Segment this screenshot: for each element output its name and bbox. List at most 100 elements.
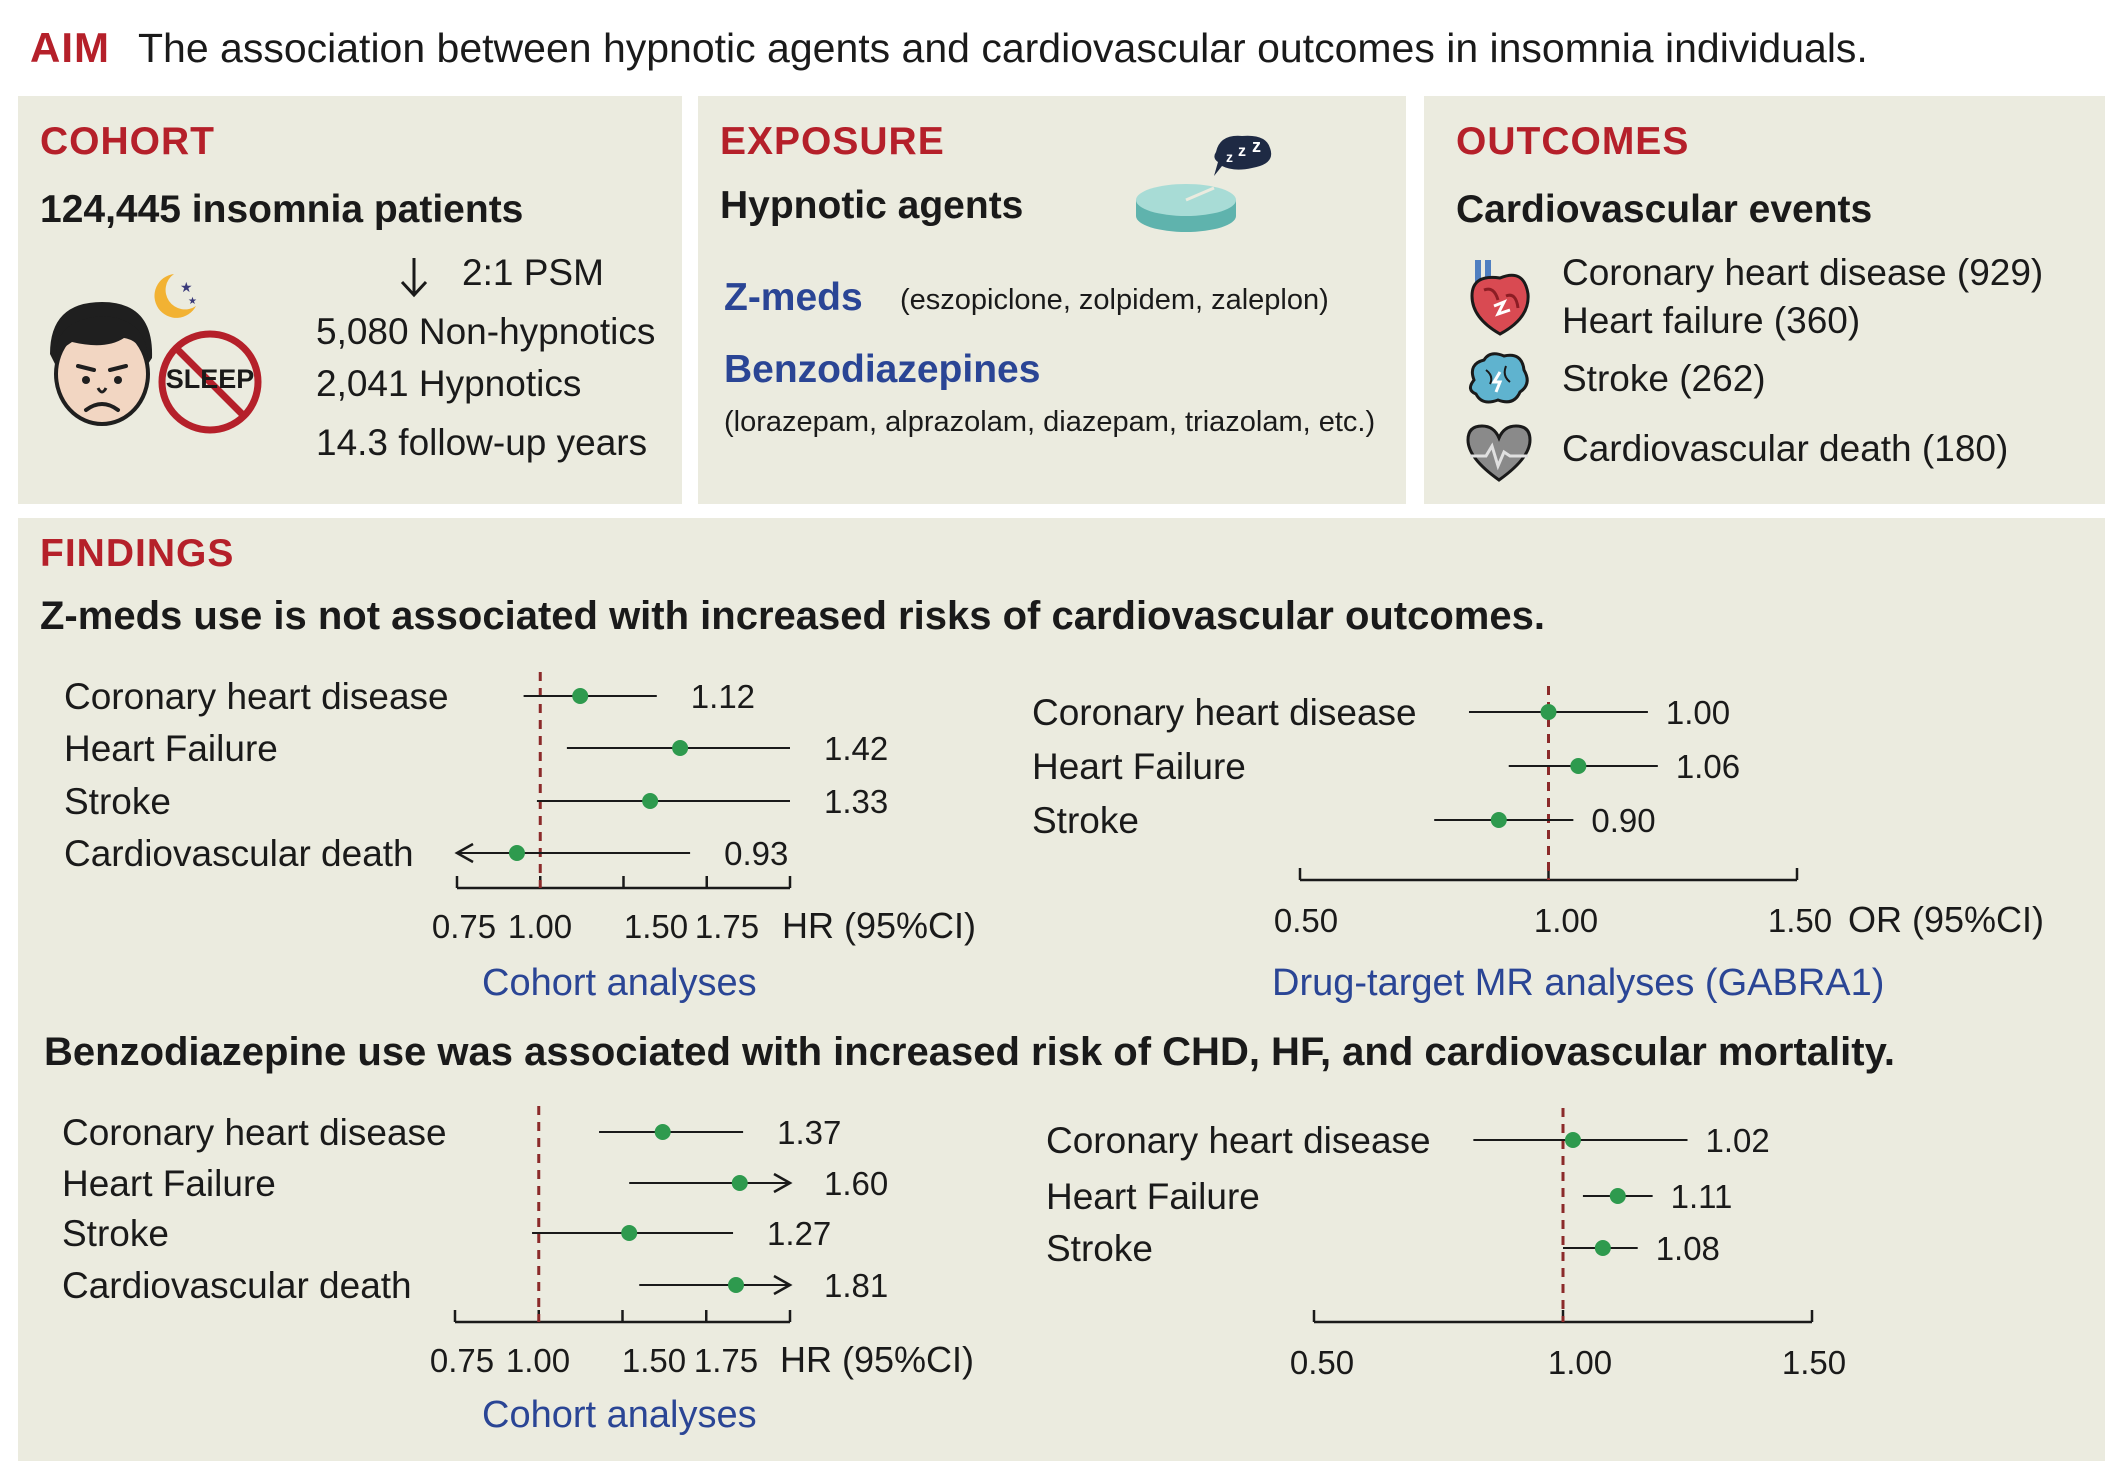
caption-zmeds-cohort: Cohort analyses (482, 962, 757, 1004)
follow-up-text: 14.3 follow-up years (316, 422, 648, 463)
zmeds-mr-tick-label-1: 1.00 (1534, 902, 1598, 939)
benzo-label: Benzodiazepines (724, 348, 1041, 391)
outcomes-panel: OUTCOMES Cardiovascular events Coronary … (1424, 96, 2105, 504)
zmeds-mr-tick-label-0: 0.50 (1274, 902, 1338, 939)
zmeds-cohort-row-label-0: Coronary heart disease (64, 676, 449, 717)
non-hypnotics-text: 5,080 Non-hypnotics (316, 311, 656, 352)
benzo-mr-row-label-0: Coronary heart disease (1046, 1120, 1431, 1161)
zmeds-mr-point-2 (1490, 812, 1507, 828)
benzo-cohort-point-2 (621, 1225, 638, 1241)
svg-text:z: z (1238, 143, 1246, 160)
arrow-down-icon (400, 258, 428, 298)
caption-benzo-cohort: Cohort analyses (482, 1394, 757, 1436)
zmeds-mr-x-label: OR (95%CI) (1848, 899, 2044, 940)
no-sleep-sign: SLEEP (156, 328, 264, 436)
zmeds-mr-value-label-2: 0.90 (1591, 802, 1655, 839)
zmeds-cohort-row-label-3: Cardiovascular death (64, 833, 414, 874)
benzo-mr-point-2 (1594, 1240, 1611, 1256)
benzo-mr-point-0 (1564, 1132, 1581, 1148)
benzo-cohort-point-0 (654, 1124, 671, 1140)
aim-text: The association between hypnotic agents … (138, 24, 1868, 71)
zmeds-mr-value-label-0: 1.00 (1666, 694, 1730, 731)
outcome-item-stroke: Stroke (262) (1562, 358, 1766, 399)
benzo-mr-tick-label-1: 1.00 (1548, 1344, 1612, 1381)
sleep-sign-text: SLEEP (165, 364, 255, 394)
benzo-mr-tick-label-2: 1.50 (1782, 1344, 1846, 1381)
svg-text:★: ★ (188, 296, 197, 307)
cohort-subtitle: 124,445 insomnia patients (40, 188, 524, 231)
benzo-detail: (lorazepam, alprazolam, diazepam, triazo… (724, 406, 1376, 438)
benzo-cohort-x-label: HR (95%CI) (780, 1339, 974, 1380)
benzo-mr-value-label-1: 1.11 (1671, 1178, 1733, 1215)
benzo-cohort-tick-label-0: 0.75 (430, 1342, 494, 1379)
benzo-cohort-tick-label-2: 1.50 (622, 1342, 686, 1379)
pill-icon: z z z (1136, 135, 1272, 232)
exposure-subtitle: Hypnotic agents (720, 184, 1024, 227)
benzo-cohort-point-1 (731, 1175, 748, 1191)
zmeds-cohort-value-label-2: 1.33 (824, 783, 888, 820)
aim-line: AIM The association between hypnotic age… (30, 18, 1868, 78)
sad-face-icon (50, 302, 153, 426)
psm-text: 2:1 PSM (462, 252, 604, 293)
zmeds-cohort-point-0 (572, 688, 589, 704)
zmeds-cohort-value-label-1: 1.42 (824, 730, 888, 767)
cohort-title: COHORT (40, 120, 215, 163)
cohort-panel: COHORT 124,445 insomnia patients ★ ★ SLE… (18, 96, 682, 504)
prohibited-icon (158, 330, 262, 434)
heart-ecg-icon (1466, 424, 1532, 482)
benzo-cohort-value-label-0: 1.37 (777, 1114, 841, 1151)
zmeds-cohort-x-label: HR (95%CI) (782, 905, 976, 946)
benzo-mr-tick-label-0: 0.50 (1290, 1344, 1354, 1381)
outcome-item-hf: Heart failure (360) (1562, 300, 1861, 341)
moon-stars-icon: ★ ★ (154, 274, 197, 318)
benzo-cohort-point-3 (728, 1277, 744, 1293)
svg-text:★: ★ (180, 279, 193, 295)
benzo-cohort-ci-arrow-hi-3 (773, 1274, 793, 1296)
benzo-cohort-value-label-3: 1.81 (824, 1267, 888, 1304)
outcomes-title: OUTCOMES (1456, 120, 1690, 163)
zmeds-cohort-ci-arrow-lo-3 (454, 842, 474, 864)
outcome-item-cvd: Cardiovascular death (180) (1562, 428, 2009, 469)
brain-icon (1469, 352, 1529, 404)
zmeds-mr-tick-label-2: 1.50 (1768, 902, 1832, 939)
svg-text:z: z (1226, 149, 1233, 165)
benzo-mr-value-label-0: 1.02 (1706, 1122, 1770, 1159)
zmeds-cohort-value-label-3: 0.93 (724, 835, 788, 872)
zmeds-mr-value-label-1: 1.06 (1676, 748, 1740, 785)
zmeds-finding: Z-meds use is not associated with increa… (40, 594, 1545, 638)
benzo-cohort-value-label-2: 1.27 (767, 1215, 831, 1252)
caption-zmeds-mr: Drug-target MR analyses (GABRA1) (1272, 962, 1885, 1004)
zmeds-cohort-point-1 (672, 740, 689, 756)
findings-panel: FINDINGS Z-meds use is not associated wi… (18, 518, 2105, 1461)
exposure-panel: EXPOSURE Hypnotic agents z z z Z-meds (e… (698, 96, 1406, 504)
benzo-cohort-row-label-3: Cardiovascular death (62, 1265, 412, 1306)
zmeds-cohort-row-label-1: Heart Failure (64, 728, 278, 769)
benzo-mr-row-label-1: Heart Failure (1046, 1176, 1260, 1217)
aim-label: AIM (30, 24, 110, 71)
benzo-cohort-row-label-1: Heart Failure (62, 1163, 276, 1204)
svg-text:z: z (1252, 136, 1261, 156)
benzo-mr-point-1 (1609, 1188, 1626, 1204)
benzo-cohort-value-label-1: 1.60 (824, 1165, 888, 1202)
benzo-cohort-row-label-0: Coronary heart disease (62, 1112, 447, 1153)
zmeds-label: Z-meds (724, 276, 863, 319)
benzo-finding: Benzodiazepine use was associated with i… (44, 1030, 1895, 1074)
outcomes-subtitle: Cardiovascular events (1456, 188, 1873, 231)
zmeds-mr-row-label-0: Coronary heart disease (1032, 692, 1417, 733)
hypnotics-text: 2,041 Hypnotics (316, 363, 582, 404)
zmeds-mr-point-0 (1540, 704, 1557, 720)
benzo-mr-row-label-2: Stroke (1046, 1228, 1153, 1269)
benzo-cohort-tick-label-3: 1.75 (694, 1342, 758, 1379)
zmeds-cohort-tick-label-3: 1.75 (695, 908, 759, 945)
zmeds-cohort-tick-label-1: 1.00 (508, 908, 572, 945)
zmeds-cohort-tick-label-0: 0.75 (432, 908, 496, 945)
outcome-item-chd: Coronary heart disease (929) (1562, 252, 2044, 293)
zmeds-cohort-tick-label-2: 1.50 (624, 908, 688, 945)
benzo-cohort-tick-label-1: 1.00 (506, 1342, 570, 1379)
zmeds-detail: (eszopiclone, zolpidem, zaleplon) (900, 284, 1329, 316)
benzo-mr-value-label-2: 1.08 (1656, 1230, 1720, 1267)
zmeds-cohort-point-3 (508, 845, 525, 861)
zmeds-mr-point-1 (1570, 758, 1587, 774)
zmeds-mr-row-label-2: Stroke (1032, 800, 1139, 841)
